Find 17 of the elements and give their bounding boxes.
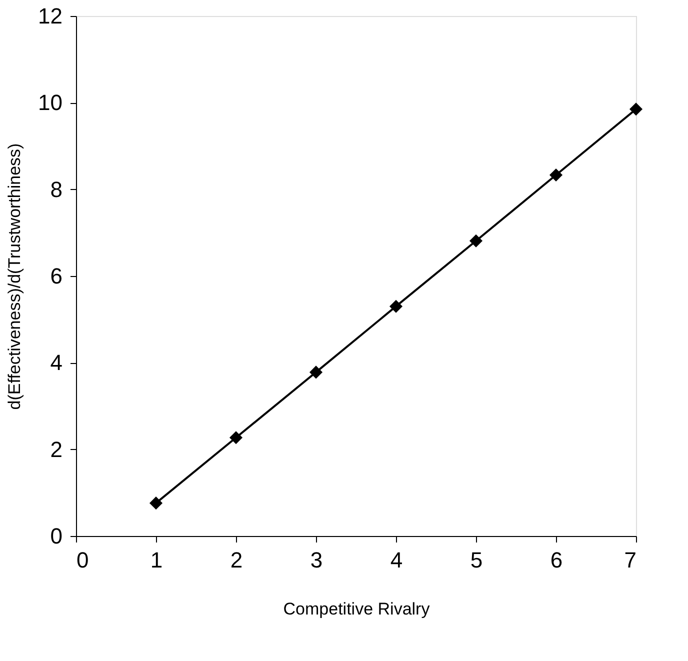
x-tick-label: 3 [310,548,323,572]
y-tick-label: 2 [50,436,62,462]
x-tick-label: 4 [390,548,403,572]
x-tick-label: 2 [230,548,243,572]
y-tick-label: 6 [50,264,62,288]
x-tick-label: 5 [470,548,483,572]
x-tick-label: 7 [624,548,636,572]
y-tick-label: 8 [50,176,62,202]
y-tick-label: 4 [50,350,62,376]
y-tick-label: 0 [50,524,62,548]
x-axis-title: Competitive Rivalry [283,600,430,618]
y-tick-label: 12 [38,4,62,28]
y-tick-label: 10 [38,90,62,116]
x-tick-label: 1 [150,548,163,572]
x-tick-label: 6 [550,548,563,572]
y-axis-title: d(Effectiveness)/d(Trustworthiness) [5,143,24,410]
x-tick-label: 0 [76,548,89,572]
